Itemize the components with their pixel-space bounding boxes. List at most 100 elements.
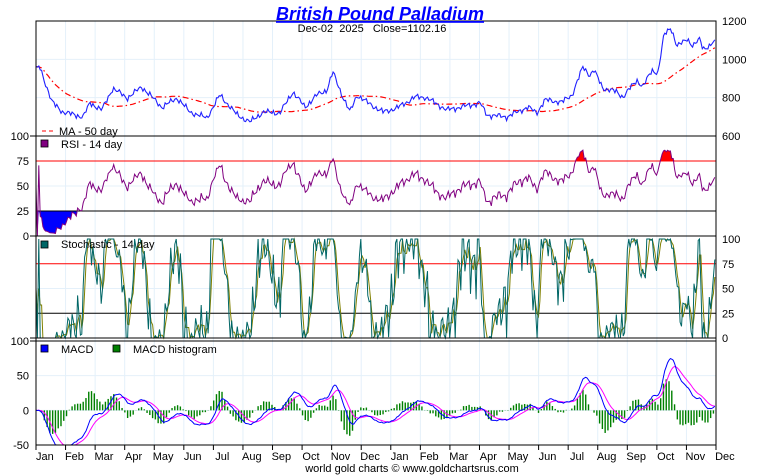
- macd-tick-label: -50: [13, 440, 29, 452]
- macd-histogram-bar: [146, 410, 148, 413]
- macd-tick-label: 100: [11, 336, 29, 348]
- stochastic-tick-label: 50: [722, 284, 734, 296]
- macd-histogram-bar: [257, 406, 259, 411]
- macd-histogram-bar: [698, 410, 701, 417]
- macd-histogram-bar: [593, 410, 595, 413]
- macd-histogram-bar: [321, 405, 323, 411]
- macd-histogram-bar: [376, 410, 379, 416]
- macd-histogram-bar: [260, 405, 262, 411]
- macd-histogram-bar: [232, 410, 234, 417]
- macd-line: [35, 357, 716, 446]
- macd-histogram-bar: [235, 410, 237, 421]
- macd-histogram-bar: [687, 410, 690, 423]
- macd-histogram-bar: [673, 404, 676, 411]
- macd-histogram-bar: [99, 401, 101, 411]
- macd-histogram-bar: [335, 399, 337, 411]
- macd-histogram-bar: [371, 410, 373, 413]
- macd-histogram-bar: [621, 410, 623, 420]
- macd-histogram-bar: [46, 410, 48, 428]
- macd-histogram-bar: [349, 410, 351, 436]
- macd-histogram-bar: [551, 406, 554, 411]
- month-label: Jan: [391, 451, 409, 463]
- macd-histogram-bar: [537, 410, 540, 413]
- macd-histogram-bar: [448, 410, 451, 416]
- month-label: Sep: [626, 451, 646, 463]
- macd-histogram-bar: [510, 407, 512, 411]
- stochastic-legend: Stochastic - 14 day: [40, 239, 155, 251]
- macd-histogram-bar: [51, 410, 54, 434]
- macd-histogram-bar: [418, 404, 420, 411]
- macd-histogram-bar: [393, 408, 395, 411]
- rsi-overbought-fill: [36, 150, 715, 161]
- macd-histogram-bar: [657, 404, 659, 411]
- stochastic-tick-label: 0: [722, 333, 728, 345]
- macd-histogram-bar: [659, 398, 662, 411]
- macd-histogram-bar: [210, 406, 212, 411]
- macd-histogram-bar: [671, 390, 673, 411]
- macd-histogram-bar: [676, 410, 679, 420]
- macd-histogram-bar: [562, 410, 565, 413]
- macd-histogram-bar: [176, 405, 179, 411]
- rsi-oversold-fill: [36, 211, 715, 236]
- macd-histogram-bar: [465, 405, 468, 411]
- macd-histogram-bar: [304, 410, 307, 421]
- macd-histogram-bar: [462, 406, 465, 411]
- macd-histogram-bar: [268, 401, 270, 411]
- macd-histogram-bar: [407, 402, 409, 411]
- stochastic-tick-label: 25: [722, 308, 734, 320]
- stochastic-k-line: [35, 237, 716, 340]
- macd-signal-line: [35, 365, 715, 446]
- macd-histogram-bar: [118, 401, 120, 411]
- macd-histogram-bar: [143, 409, 145, 411]
- macd-histogram-bar: [299, 408, 301, 411]
- rsi-tick-label: 0: [23, 231, 29, 243]
- macd-histogram-bar: [421, 406, 423, 411]
- macd-histogram-bar: [54, 410, 57, 434]
- macd-histogram-bar: [218, 390, 220, 411]
- macd-histogram-bar: [82, 401, 84, 411]
- macd-histogram-bar: [251, 410, 254, 413]
- price-tick-label: 800: [722, 93, 740, 105]
- macd-histogram-bar: [293, 397, 295, 411]
- month-label: Oct: [302, 451, 319, 463]
- macd-histogram-bar: [149, 410, 151, 416]
- macd-histogram-bar: [215, 394, 218, 411]
- macd-histogram-bar: [396, 404, 398, 411]
- macd-histogram-bar: [79, 403, 82, 411]
- macd-histogram-bar: [43, 410, 46, 421]
- macd-histogram-bar: [623, 410, 626, 418]
- macd-histogram-bar: [679, 410, 681, 425]
- macd-histogram-bar: [379, 410, 381, 416]
- macd-histogram-bar: [76, 403, 79, 411]
- chart-marks: [35, 28, 716, 446]
- month-label: Dec: [360, 451, 380, 463]
- macd-histogram-bar: [548, 402, 551, 411]
- macd-histogram-bar: [390, 408, 393, 411]
- macd-histogram-bar: [301, 410, 304, 416]
- rsi-tick-label: 25: [17, 206, 29, 218]
- macd-histogram-bar: [204, 410, 207, 413]
- macd-histogram-bar: [668, 381, 670, 411]
- macd-histogram-bar: [454, 410, 456, 413]
- macd-histogram-bar: [90, 391, 93, 411]
- macd-histogram-bar: [637, 399, 640, 411]
- macd-histogram-bar: [179, 406, 182, 411]
- macd-histogram-bar: [693, 410, 695, 425]
- macd-histogram-bar: [707, 410, 709, 423]
- macd-histogram-bar: [546, 401, 548, 411]
- macd-histogram-bar: [557, 410, 559, 413]
- macd-histogram-bar: [157, 410, 159, 424]
- macd-histogram-bar: [140, 407, 143, 411]
- macd-histogram-bar: [607, 410, 609, 431]
- macd-histogram-bar: [451, 410, 454, 414]
- macd-histogram-bar: [615, 410, 617, 420]
- macd-histogram-bar: [282, 405, 284, 411]
- macd-histogram-bar: [57, 410, 59, 429]
- macd-histogram-bar: [93, 393, 96, 411]
- macd-histogram-bar: [115, 397, 118, 411]
- macd-legend: MACD MACD histogram: [40, 344, 217, 356]
- macd-histogram-bar: [165, 410, 168, 418]
- macd-histogram-bar: [85, 398, 87, 411]
- stochastic-legend-label: Stochastic - 14 day: [61, 239, 155, 251]
- macd-histogram-bar: [296, 403, 298, 411]
